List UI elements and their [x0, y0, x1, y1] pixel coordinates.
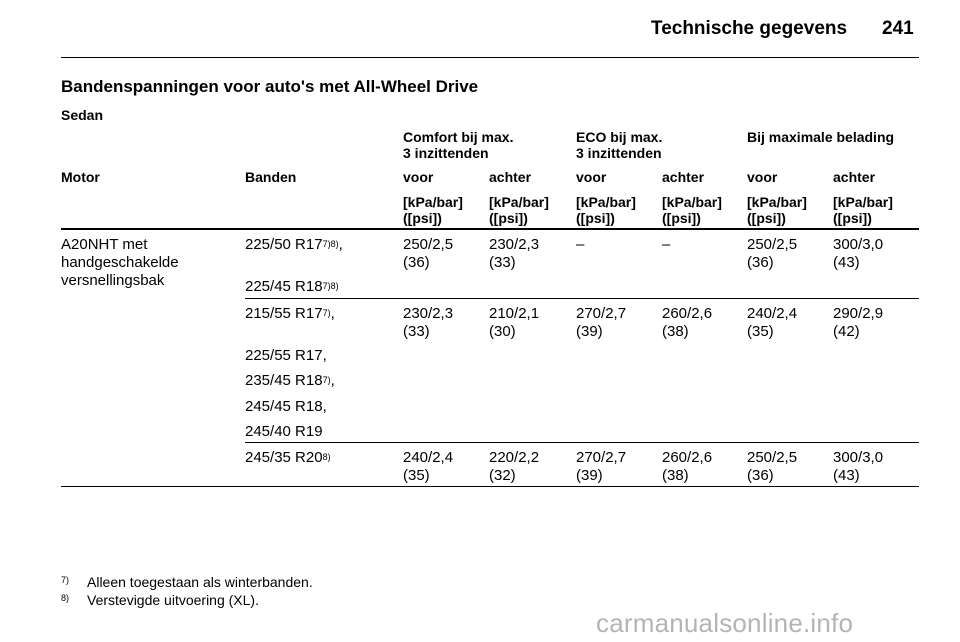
table-header-rule [61, 228, 919, 230]
group-header-eco: ECO bij max. 3 inzittenden [576, 129, 662, 161]
pressure-cell: 270/2,7 (39) [576, 305, 627, 340]
unit-header: [kPa/bar] ([psi]) [576, 194, 636, 226]
pressure-cell: 220/2,2 (32) [489, 449, 540, 484]
column-header-rear: achter [662, 169, 705, 185]
unit-line: [kPa/bar] [576, 194, 636, 210]
row-divider [245, 298, 919, 299]
tire-size: 215/55 R177), [245, 305, 335, 322]
footnote-mark: 8) [61, 593, 70, 603]
unit-line: ([psi]) [403, 210, 442, 226]
pressure-cell: 240/2,4 (35) [403, 449, 454, 484]
column-header-tires: Banden [245, 169, 297, 185]
pressure-cell: 210/2,1 (30) [489, 305, 540, 340]
pressure-cell: 270/2,7 (39) [576, 449, 627, 484]
pressure-cell: 230/2,3 (33) [403, 305, 454, 340]
group-header-line: Comfort bij max. [403, 129, 514, 145]
tire-size: 245/35 R208) [245, 449, 331, 466]
tire-size: 225/50 R177)8), [245, 236, 343, 253]
section-subtitle: Sedan [61, 107, 104, 123]
unit-line: [kPa/bar] [747, 194, 807, 210]
footnote-text: Alleen toegestaan als winterbanden. [87, 574, 313, 590]
page-header-title: Technische gegevens [651, 18, 848, 39]
pressure-cell: 260/2,6 (38) [662, 449, 713, 484]
unit-line: [kPa/bar] [403, 194, 463, 210]
group-header-line: Bij maximale belading [747, 129, 895, 145]
unit-header: [kPa/bar] ([psi]) [489, 194, 549, 226]
unit-line: [kPa/bar] [833, 194, 893, 210]
motor-line: A20NHT met [61, 236, 148, 253]
footnote: 8) [61, 590, 69, 610]
tire-size: 245/40 R19 [245, 423, 323, 440]
motor-cell: A20NHT met handgeschakelde versnellingsb… [61, 236, 179, 290]
header-rule [61, 57, 919, 58]
unit-header: [kPa/bar] ([psi]) [662, 194, 722, 226]
footnote-text: Verstevigde uitvoering (XL). [87, 592, 259, 608]
footnote-mark: 7) [61, 575, 70, 585]
pressure-cell: – [576, 236, 585, 253]
group-header-line: 3 inzittenden [403, 145, 489, 161]
unit-header: [kPa/bar] ([psi]) [833, 194, 893, 226]
group-header-line: 3 inzittenden [576, 145, 662, 161]
tire-size: 245/45 R18, [245, 398, 327, 415]
column-header-rear: achter [833, 169, 876, 185]
group-header-line: ECO bij max. [576, 129, 663, 145]
column-header-motor: Motor [61, 169, 100, 185]
unit-line: ([psi]) [576, 210, 615, 226]
column-header-front: voor [576, 169, 607, 185]
footnote: 7) [61, 572, 69, 592]
page-number: 241 [882, 18, 914, 39]
pressure-cell: 300/3,0 (43) [833, 236, 884, 271]
row-divider [245, 442, 919, 443]
unit-line: [kPa/bar] [662, 194, 722, 210]
unit-header: [kPa/bar] ([psi]) [747, 194, 807, 226]
unit-line: ([psi]) [662, 210, 701, 226]
group-header-max-load: Bij maximale belading [747, 129, 894, 145]
section-title: Bandenspanningen voor auto's met All-Whe… [61, 77, 479, 96]
watermark: carmanualsonline.info [596, 608, 854, 638]
pressure-cell: 250/2,5 (36) [747, 236, 798, 271]
pressure-cell: 300/3,0 (43) [833, 449, 884, 484]
tire-size: 235/45 R187), [245, 372, 335, 389]
table-bottom-rule [61, 486, 919, 487]
motor-line: handgeschakelde [61, 254, 179, 271]
unit-header: [kPa/bar] ([psi]) [403, 194, 463, 226]
column-header-rear: achter [489, 169, 532, 185]
pressure-cell: 250/2,5 (36) [747, 449, 798, 484]
tire-size: 225/45 R187)8) [245, 278, 339, 295]
pressure-cell: 290/2,9 (42) [833, 305, 884, 340]
unit-line: ([psi]) [833, 210, 872, 226]
pressure-cell: 230/2,3 (33) [489, 236, 540, 271]
column-header-front: voor [747, 169, 778, 185]
pressure-cell: 260/2,6 (38) [662, 305, 713, 340]
column-header-front: voor [403, 169, 434, 185]
motor-line: versnellingsbak [61, 272, 165, 289]
tire-size: 225/55 R17, [245, 347, 327, 364]
unit-line: ([psi]) [489, 210, 528, 226]
unit-line: ([psi]) [747, 210, 786, 226]
pressure-cell: – [662, 236, 671, 253]
pressure-cell: 250/2,5 (36) [403, 236, 454, 271]
group-header-comfort: Comfort bij max. 3 inzittenden [403, 129, 513, 161]
unit-line: [kPa/bar] [489, 194, 549, 210]
pressure-cell: 240/2,4 (35) [747, 305, 798, 340]
